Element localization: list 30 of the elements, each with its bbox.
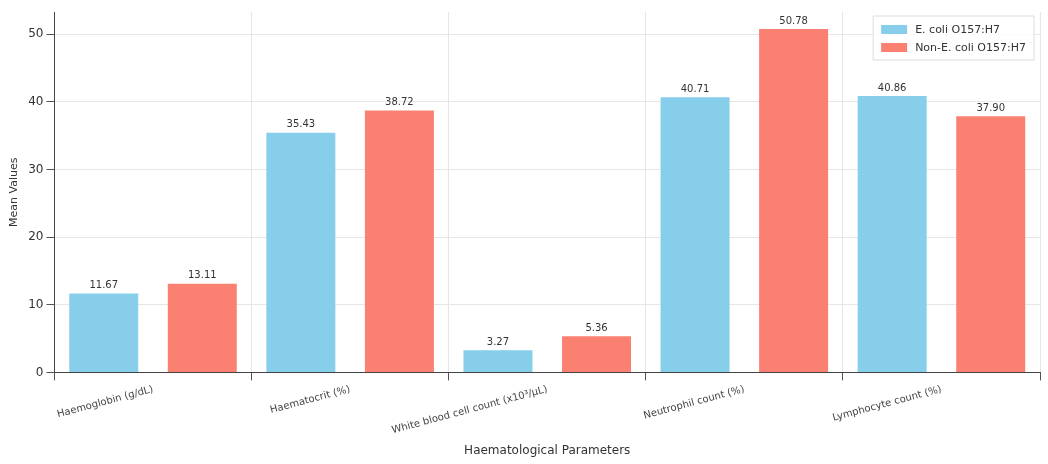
bar: [857, 96, 927, 372]
bar: [562, 336, 632, 372]
data-label: 40.86: [877, 81, 907, 93]
y-tick-label: 10: [28, 296, 44, 311]
bar: [167, 283, 237, 372]
bar: [266, 132, 336, 372]
y-tick-label: 30: [28, 161, 44, 176]
y-tick-label: 20: [28, 229, 44, 244]
bar: [759, 29, 829, 372]
data-label: 37.90: [976, 101, 1006, 113]
data-label: 38.72: [385, 96, 414, 108]
bar: [364, 110, 434, 372]
bar: [69, 293, 139, 372]
y-tick-label: 0: [35, 364, 44, 379]
y-axis-title: Mean Values: [7, 157, 21, 227]
y-tick-label: 40: [28, 94, 44, 109]
bar: [463, 350, 533, 372]
bar: [956, 116, 1026, 372]
legend-label: E. coli O157:H7: [915, 22, 1001, 36]
x-axis-title: Haematological Parameters: [464, 442, 631, 457]
bar: [660, 97, 730, 372]
legend-label: Non-E. coli O157:H7: [915, 40, 1026, 54]
data-label: 11.67: [89, 279, 119, 291]
data-label: 3.27: [486, 335, 510, 347]
data-label: 35.43: [286, 118, 316, 130]
data-label: 5.36: [585, 321, 608, 333]
data-label: 13.11: [187, 269, 217, 281]
data-label: 40.71: [680, 82, 710, 94]
data-label: 50.78: [779, 14, 808, 26]
y-tick-label: 50: [28, 26, 44, 41]
